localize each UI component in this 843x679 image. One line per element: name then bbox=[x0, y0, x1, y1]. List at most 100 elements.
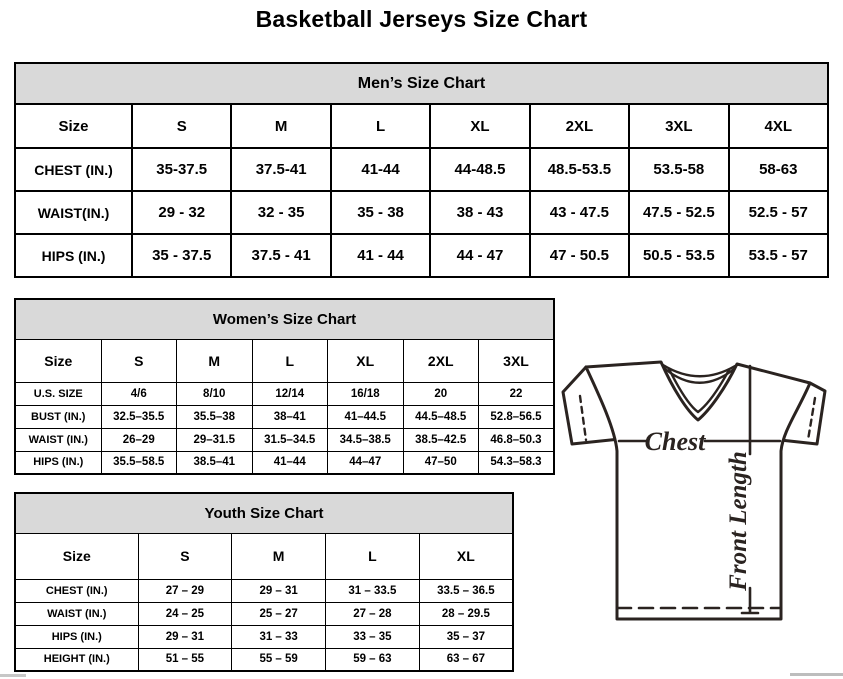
size-cell: 38.5–42.5 bbox=[402, 427, 479, 452]
size-cell: 29 – 31 bbox=[231, 578, 326, 603]
column-header: 4XL bbox=[727, 103, 830, 149]
column-header: L bbox=[329, 103, 432, 149]
size-cell: 47.5 - 52.5 bbox=[628, 190, 730, 235]
size-cell: 27 – 28 bbox=[325, 601, 420, 626]
column-header: L bbox=[251, 338, 328, 383]
size-cell: 52.5 - 57 bbox=[727, 190, 830, 235]
size-cell: 12/14 bbox=[251, 381, 328, 406]
row-label: WAIST (IN.) bbox=[14, 601, 139, 626]
row-label: WAIST (IN.) bbox=[14, 427, 102, 452]
size-cell: 29 – 31 bbox=[137, 624, 233, 649]
size-cell: 35.5–38 bbox=[176, 404, 253, 429]
size-cell: 38.5–41 bbox=[176, 450, 253, 475]
chest-label: Chest bbox=[645, 427, 706, 456]
size-cell: 44.5–48.5 bbox=[402, 404, 479, 429]
jersey-measurement-diagram: Chest Front Length bbox=[561, 360, 827, 621]
size-cell: 53.5-58 bbox=[628, 147, 730, 192]
size-cell: 31 – 33 bbox=[231, 624, 326, 649]
size-cell: 27 – 29 bbox=[137, 578, 233, 603]
size-cell: 20 bbox=[402, 381, 479, 406]
size-cell: 38–41 bbox=[251, 404, 328, 429]
size-cell: 59 – 63 bbox=[325, 647, 420, 672]
size-cell: 24 – 25 bbox=[137, 601, 233, 626]
row-label: HIPS (IN.) bbox=[14, 624, 139, 649]
column-header: XL bbox=[327, 338, 404, 383]
size-cell: 32.5–35.5 bbox=[100, 404, 177, 429]
column-header: S bbox=[130, 103, 233, 149]
collar-inner-v-line bbox=[667, 367, 731, 414]
size-cell: 32 - 35 bbox=[230, 190, 332, 235]
size-cell: 35 - 37.5 bbox=[130, 233, 233, 278]
column-header: 3XL bbox=[478, 338, 555, 383]
column-header: S bbox=[137, 532, 233, 580]
size-cell: 4/6 bbox=[100, 381, 177, 406]
womens-table-title: Women’s Size Chart bbox=[14, 298, 555, 340]
size-cell: 31 – 33.5 bbox=[325, 578, 420, 603]
column-header: XL bbox=[429, 103, 531, 149]
size-cell: 8/10 bbox=[176, 381, 253, 406]
size-cell: 35.5–58.5 bbox=[100, 450, 177, 475]
size-cell: 31.5–34.5 bbox=[251, 427, 328, 452]
row-label: HIPS (IN.) bbox=[14, 233, 133, 278]
size-cell: 29–31.5 bbox=[176, 427, 253, 452]
column-header: XL bbox=[418, 532, 514, 580]
size-cell: 52.8–56.5 bbox=[478, 404, 555, 429]
column-header: M bbox=[231, 532, 326, 580]
right-cuff-dashed-line bbox=[806, 396, 817, 442]
row-label: BUST (IN.) bbox=[14, 404, 102, 429]
size-cell: 43 - 47.5 bbox=[528, 190, 631, 235]
size-cell: 16/18 bbox=[327, 381, 404, 406]
column-header: Size bbox=[14, 103, 133, 149]
size-cell: 47–50 bbox=[402, 450, 479, 475]
youth-table-title: Youth Size Chart bbox=[14, 492, 514, 534]
size-cell: 35 – 37 bbox=[418, 624, 514, 649]
size-cell: 46.8–50.3 bbox=[478, 427, 555, 452]
womens-size-table: Women’s Size Chart Size S M L XL 2XL 3XL… bbox=[14, 298, 555, 475]
size-cell: 22 bbox=[478, 381, 555, 406]
size-cell: 44 - 47 bbox=[429, 233, 531, 278]
size-cell: 54.3–58.3 bbox=[478, 450, 555, 475]
mens-table-title: Men’s Size Chart bbox=[14, 62, 829, 105]
page-title: Basketball Jerseys Size Chart bbox=[255, 6, 588, 32]
left-cuff-dashed-line bbox=[578, 394, 588, 442]
mens-size-table: Men’s Size Chart Size S M L XL 2XL 3XL 4… bbox=[14, 62, 830, 278]
column-header: Size bbox=[14, 338, 102, 383]
row-label: CHEST (IN.) bbox=[14, 578, 139, 603]
row-label: HIPS (IN.) bbox=[14, 450, 102, 475]
row-label: CHEST (IN.) bbox=[14, 147, 133, 192]
size-cell: 35 - 38 bbox=[329, 190, 432, 235]
size-cell: 28 – 29.5 bbox=[418, 601, 514, 626]
jersey-body-outline bbox=[584, 360, 812, 621]
column-header: L bbox=[325, 532, 420, 580]
size-cell: 44-48.5 bbox=[429, 147, 531, 192]
size-cell: 55 – 59 bbox=[231, 647, 326, 672]
size-cell: 63 – 67 bbox=[418, 647, 514, 672]
row-label: WAIST(IN.) bbox=[14, 190, 133, 235]
size-cell: 26–29 bbox=[100, 427, 177, 452]
bottom-right-artifact bbox=[790, 673, 843, 676]
front-length-label: Front Length bbox=[725, 451, 752, 592]
size-cell: 35-37.5 bbox=[130, 147, 233, 192]
size-cell: 41–44 bbox=[251, 450, 328, 475]
column-header: Size bbox=[14, 532, 139, 580]
column-header: 2XL bbox=[402, 338, 479, 383]
size-cell: 48.5-53.5 bbox=[528, 147, 631, 192]
youth-size-table: Youth Size Chart Size S M L XL CHEST (IN… bbox=[14, 492, 514, 672]
size-cell: 37.5-41 bbox=[230, 147, 332, 192]
size-cell: 41–44.5 bbox=[327, 404, 404, 429]
size-cell: 50.5 - 53.5 bbox=[628, 233, 730, 278]
size-cell: 51 – 55 bbox=[137, 647, 233, 672]
size-cell: 25 – 27 bbox=[231, 601, 326, 626]
size-cell: 33 – 35 bbox=[325, 624, 420, 649]
bottom-left-artifact bbox=[0, 674, 26, 677]
size-cell: 29 - 32 bbox=[130, 190, 233, 235]
column-header: 2XL bbox=[528, 103, 631, 149]
row-label: U.S. SIZE bbox=[14, 381, 102, 406]
size-cell: 41 - 44 bbox=[329, 233, 432, 278]
column-header: 3XL bbox=[628, 103, 730, 149]
size-cell: 37.5 - 41 bbox=[230, 233, 332, 278]
size-cell: 38 - 43 bbox=[429, 190, 531, 235]
size-cell: 58-63 bbox=[727, 147, 830, 192]
size-cell: 33.5 – 36.5 bbox=[418, 578, 514, 603]
size-cell: 44–47 bbox=[327, 450, 404, 475]
